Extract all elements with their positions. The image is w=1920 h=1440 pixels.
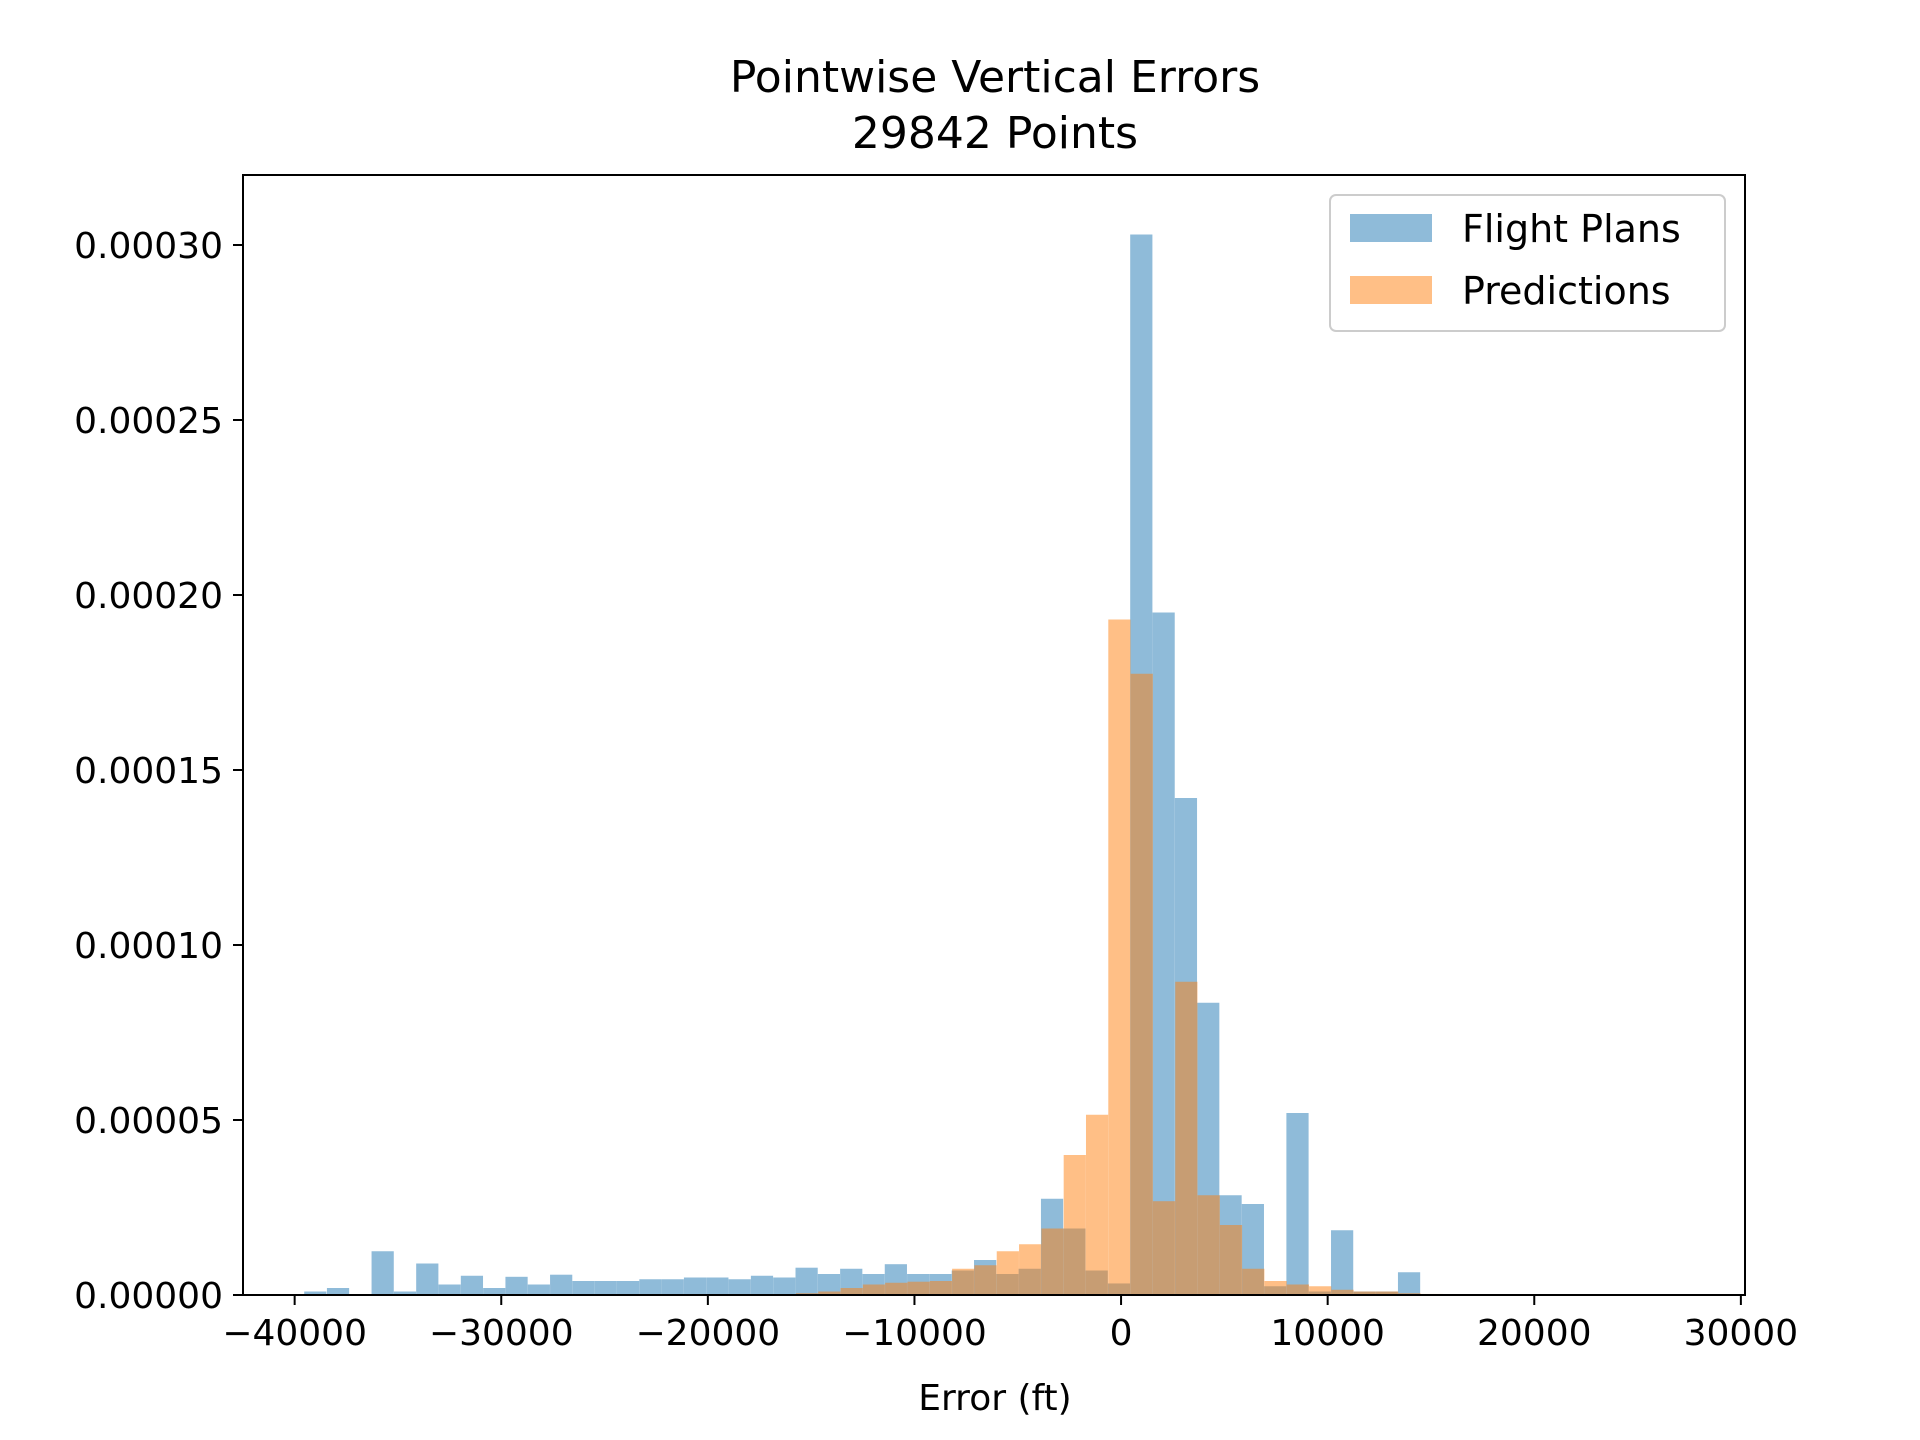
y-tick-label: 0.00030: [74, 226, 223, 267]
chart-subtitle: 29842 Points: [852, 108, 1138, 159]
bar-predictions-19: [1219, 1225, 1243, 1295]
bar-flight-plans-8: [505, 1276, 528, 1295]
y-tick-label: 0.00015: [74, 751, 223, 792]
bar-flight-plans-14: [639, 1279, 662, 1295]
bar-flight-plans-20: [773, 1277, 796, 1295]
bar-predictions-6: [929, 1281, 953, 1295]
y-tick-label: 0.00020: [74, 576, 223, 617]
chart-title: Pointwise Vertical Errors: [730, 52, 1260, 103]
legend-label-flight-plans: Flight Plans: [1462, 207, 1681, 251]
x-axis-label: Error (ft): [918, 1378, 1071, 1419]
bar-predictions-23: [1309, 1286, 1332, 1295]
bar-predictions-22: [1286, 1284, 1310, 1295]
bar-flight-plans-15: [661, 1279, 684, 1295]
bar-predictions-11: [1041, 1228, 1064, 1295]
x-tick-label: 30000: [1684, 1313, 1799, 1354]
bar-flight-plans-43: [1286, 1113, 1309, 1295]
bars-layer: [304, 234, 1443, 1295]
bar-predictions-12: [1063, 1155, 1086, 1295]
bar-flight-plans-16: [683, 1277, 707, 1295]
bar-flight-plans-1: [326, 1288, 350, 1295]
bar-flight-plans-13: [617, 1281, 640, 1295]
bar-flight-plans-0: [304, 1291, 327, 1295]
bar-flight-plans-18: [728, 1279, 751, 1295]
bar-predictions-14: [1108, 619, 1131, 1295]
x-tick-label: −20000: [636, 1313, 781, 1354]
bar-predictions-5: [907, 1281, 930, 1295]
bar-flight-plans-45: [1331, 1230, 1354, 1295]
x-tick-label: −10000: [842, 1313, 987, 1354]
y-tick-label: 0.00000: [74, 1276, 223, 1317]
bar-flight-plans-21: [795, 1267, 818, 1295]
legend: Flight Plans Predictions: [1329, 194, 1726, 332]
bar-predictions-20: [1242, 1268, 1265, 1295]
bar-predictions-1: [818, 1291, 841, 1295]
plot-frame: [242, 174, 1746, 1296]
legend-swatch-predictions: [1350, 276, 1432, 304]
bar-predictions-21: [1264, 1281, 1287, 1295]
bar-predictions-4: [885, 1282, 908, 1295]
bar-predictions-3: [862, 1284, 886, 1295]
x-tick-label: 0: [1110, 1313, 1133, 1354]
bar-predictions-18: [1197, 1195, 1220, 1295]
bar-predictions-10: [1019, 1244, 1042, 1295]
bar-predictions-2: [840, 1288, 863, 1295]
bar-flight-plans-4: [416, 1263, 439, 1295]
bar-predictions-26: [1376, 1291, 1399, 1295]
bar-flight-plans-5: [438, 1284, 461, 1295]
bar-flight-plans-11: [572, 1281, 595, 1295]
bar-flight-plans-3: [393, 1291, 417, 1295]
bar-flight-plans-19: [750, 1275, 774, 1295]
bar-flight-plans-12: [594, 1281, 617, 1295]
legend-swatch-flight-plans: [1350, 214, 1432, 242]
bar-flight-plans-17: [706, 1277, 729, 1295]
bar-predictions-25: [1353, 1291, 1376, 1295]
bar-flight-plans-6: [460, 1275, 484, 1295]
bar-flight-plans-22: [817, 1274, 841, 1295]
bar-predictions-24: [1331, 1289, 1354, 1295]
legend-label-predictions: Predictions: [1462, 269, 1671, 313]
x-tick-label: −40000: [222, 1313, 367, 1354]
bar-predictions-16: [1152, 1201, 1176, 1295]
y-tick-label: 0.00025: [74, 401, 223, 442]
bar-flight-plans-10: [550, 1274, 573, 1295]
bar-predictions-7: [952, 1268, 975, 1295]
ticks-layer: −40000 −30000 −20000 −10000 0 10000 20000 30000…: [74, 226, 1798, 1354]
bar-predictions-15: [1130, 673, 1153, 1295]
bar-predictions-13: [1085, 1114, 1109, 1295]
bar-flight-plans-37: [1152, 612, 1175, 1295]
y-tick-label: 0.00005: [74, 1101, 223, 1142]
bar-flight-plans-7: [483, 1288, 506, 1295]
bar-predictions-8: [974, 1265, 997, 1295]
x-tick-label: 20000: [1477, 1313, 1592, 1354]
bar-flight-plans-48: [1397, 1272, 1421, 1295]
y-tick-label: 0.00010: [74, 926, 223, 967]
bar-flight-plans-9: [527, 1284, 550, 1295]
bar-flight-plans-2: [371, 1251, 394, 1295]
bar-predictions-17: [1175, 981, 1198, 1295]
x-tick-label: 10000: [1270, 1313, 1385, 1354]
bar-predictions-9: [996, 1251, 1019, 1295]
x-tick-label: −30000: [429, 1313, 574, 1354]
